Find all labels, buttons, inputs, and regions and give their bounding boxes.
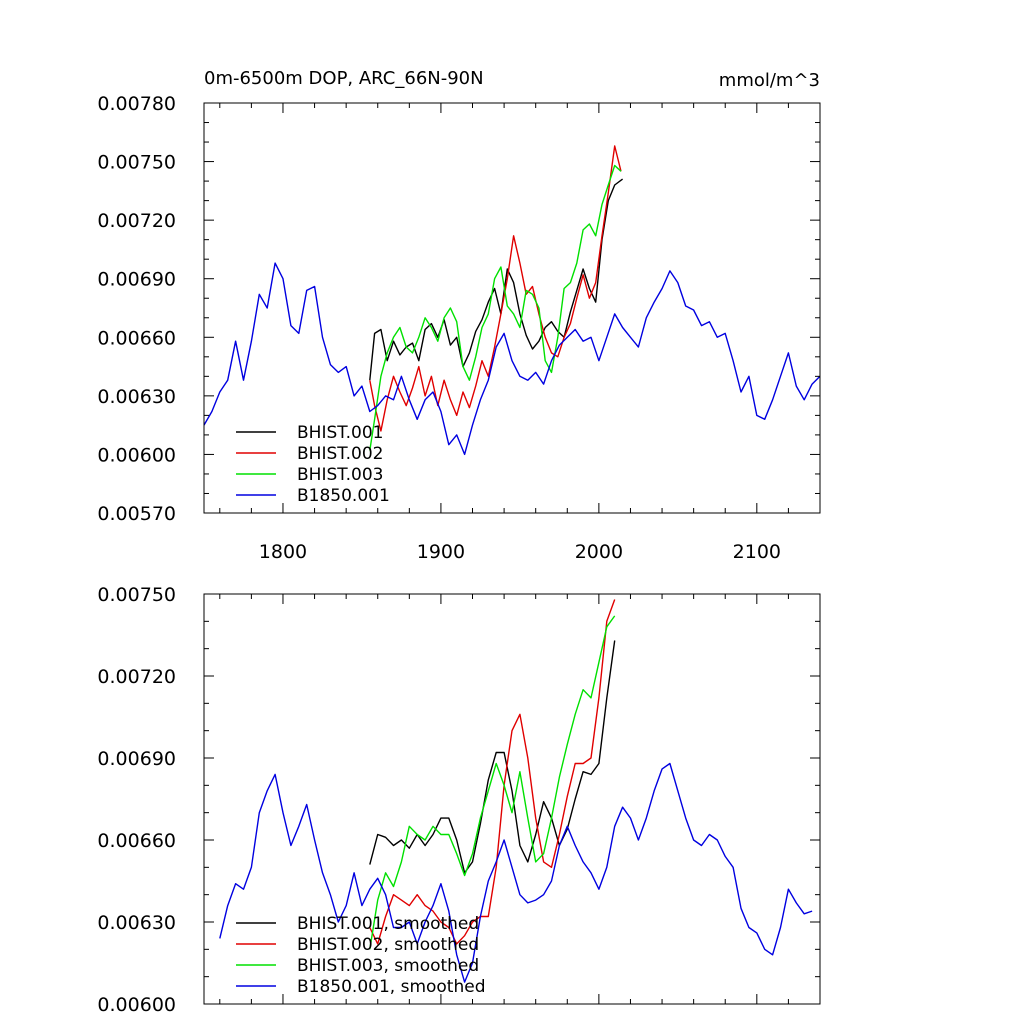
top-x-tick-labels: 1800 1900 2000 2100 xyxy=(259,541,781,563)
top-x-tick-label: 1900 xyxy=(417,541,465,563)
bottom-legend-label-3: BHIST.003, smoothed xyxy=(297,956,479,976)
top-series-line-3 xyxy=(369,164,622,451)
bottom-y-tick-label: 0.00600 xyxy=(97,994,176,1016)
top-y-tick-label: 0.00780 xyxy=(97,93,176,115)
top-series-line-1 xyxy=(369,178,624,381)
top-legend-label-1: BHIST.001 xyxy=(297,423,383,443)
top-y-tick-label: 0.00660 xyxy=(97,327,176,349)
bottom-legend-label-1: BHIST.001, smoothed xyxy=(297,914,479,934)
top-y-tick-label: 0.00720 xyxy=(97,210,176,232)
chart-title: 0m-6500m DOP, ARC_66N-90N xyxy=(204,68,484,89)
bottom-series-line-2 xyxy=(369,599,616,945)
bottom-series-line-1 xyxy=(369,640,616,874)
bottom-panel: 0.00600 0.00630 0.00660 0.00690 0.00720 0.007… xyxy=(97,584,821,1016)
bottom-y-tick-label: 0.00720 xyxy=(97,666,176,688)
top-x-tick-label: 1800 xyxy=(259,541,307,563)
bottom-y-tick-labels: 0.00600 0.00630 0.00660 0.00690 0.00720 0.007… xyxy=(97,584,176,1016)
top-y-tick-label: 0.00570 xyxy=(97,503,176,525)
bottom-legend-label-2: BHIST.002, smoothed xyxy=(297,935,479,955)
bottom-y-tick-label: 0.00660 xyxy=(97,830,176,852)
top-x-tick-label: 2000 xyxy=(575,541,623,563)
bottom-series-line-3 xyxy=(369,615,616,950)
bottom-plot-frame xyxy=(203,593,821,1005)
bottom-series-line-4 xyxy=(219,762,813,983)
top-axis-ticks xyxy=(204,102,821,514)
top-series-line-2 xyxy=(369,145,622,432)
bottom-y-tick-label: 0.00630 xyxy=(97,912,176,934)
top-y-tick-label: 0.00750 xyxy=(97,152,176,174)
top-y-tick-labels: 0.00570 0.00600 0.00630 0.00660 0.00690 0.007… xyxy=(97,93,176,525)
top-y-tick-label: 0.00690 xyxy=(97,269,176,291)
bottom-y-tick-label: 0.00690 xyxy=(97,748,176,770)
top-y-tick-label: 0.00600 xyxy=(97,444,176,466)
top-series-group xyxy=(203,145,821,456)
bottom-series-group xyxy=(219,599,813,983)
top-legend-label-3: BHIST.003 xyxy=(297,465,383,485)
bottom-y-tick-label: 0.00750 xyxy=(97,584,176,606)
top-y-tick-label: 0.00630 xyxy=(97,386,176,408)
top-series-line-4 xyxy=(203,262,821,456)
bottom-legend-label-4: B1850.001, smoothed xyxy=(297,977,486,997)
top-legend-label-4: B1850.001 xyxy=(297,486,390,506)
bottom-axis-ticks xyxy=(204,593,821,1005)
top-x-tick-label: 2100 xyxy=(733,541,781,563)
top-legend-label-2: BHIST.002 xyxy=(297,444,383,464)
top-plot-frame xyxy=(203,102,821,514)
units-label: mmol/m^3 xyxy=(719,70,820,91)
top-panel: 0.00570 0.00600 0.00630 0.00660 0.00690 0.007… xyxy=(97,93,821,563)
